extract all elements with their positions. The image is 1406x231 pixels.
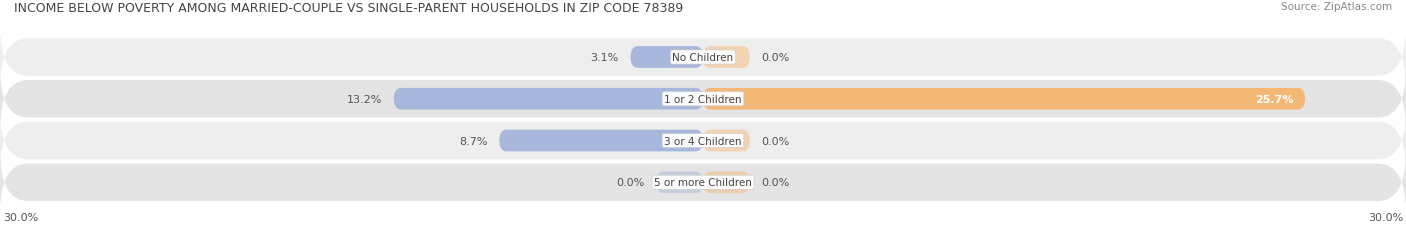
Text: 0.0%: 0.0%	[762, 136, 790, 146]
FancyBboxPatch shape	[394, 88, 703, 110]
FancyBboxPatch shape	[0, 110, 1406, 172]
Text: 13.2%: 13.2%	[347, 94, 382, 104]
FancyBboxPatch shape	[703, 47, 749, 69]
FancyBboxPatch shape	[657, 172, 703, 193]
Text: 0.0%: 0.0%	[616, 177, 644, 188]
Text: 0.0%: 0.0%	[762, 53, 790, 63]
FancyBboxPatch shape	[703, 172, 749, 193]
Text: No Children: No Children	[672, 53, 734, 63]
FancyBboxPatch shape	[703, 88, 1305, 110]
Text: 1 or 2 Children: 1 or 2 Children	[664, 94, 742, 104]
FancyBboxPatch shape	[703, 130, 749, 152]
Text: 8.7%: 8.7%	[458, 136, 488, 146]
Text: 25.7%: 25.7%	[1256, 94, 1294, 104]
Text: 5 or more Children: 5 or more Children	[654, 177, 752, 188]
FancyBboxPatch shape	[630, 47, 703, 69]
Text: 30.0%: 30.0%	[1368, 213, 1403, 222]
Text: 3.1%: 3.1%	[591, 53, 619, 63]
Text: 3 or 4 Children: 3 or 4 Children	[664, 136, 742, 146]
FancyBboxPatch shape	[499, 130, 703, 152]
Text: 30.0%: 30.0%	[3, 213, 38, 222]
Text: INCOME BELOW POVERTY AMONG MARRIED-COUPLE VS SINGLE-PARENT HOUSEHOLDS IN ZIP COD: INCOME BELOW POVERTY AMONG MARRIED-COUPL…	[14, 2, 683, 15]
FancyBboxPatch shape	[0, 68, 1406, 131]
FancyBboxPatch shape	[0, 151, 1406, 214]
Text: 0.0%: 0.0%	[762, 177, 790, 188]
Text: Source: ZipAtlas.com: Source: ZipAtlas.com	[1281, 2, 1392, 12]
FancyBboxPatch shape	[0, 27, 1406, 89]
